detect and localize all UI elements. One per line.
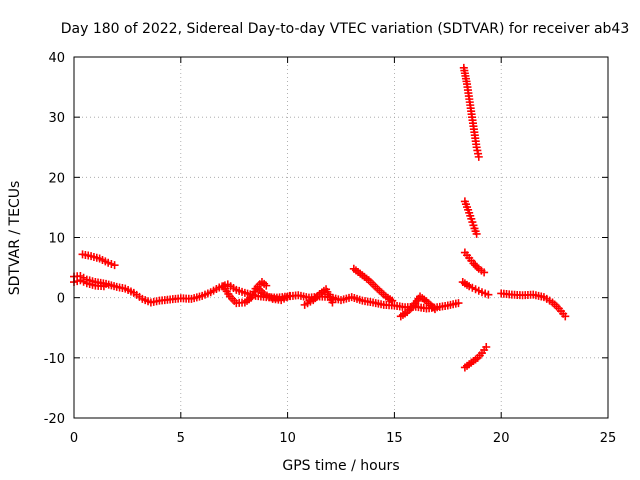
chart-title: Day 180 of 2022, Sidereal Day-to-day VTE… [61,21,630,37]
y-tick-label: 40 [48,51,65,66]
data-point [472,229,481,238]
y-tick-label: -10 [44,352,65,367]
series-arc-15h [396,292,439,321]
series-arc-9h [253,284,294,305]
series-arc-18h-zero [458,278,493,299]
y-tick-label: -20 [44,412,65,427]
data-point [99,282,108,291]
data-point [469,259,478,268]
x-tick-label: 10 [279,431,296,446]
series-arc-late-night-low [70,276,108,291]
x-tick-label: 25 [600,431,617,446]
series-arc-20h-descending [497,289,570,321]
data-point [430,305,439,314]
x-tick-label: 5 [177,431,185,446]
data-point [474,152,483,161]
y-axis-title: SDTVAR / TECUs [7,181,23,296]
data-point [388,296,397,305]
x-axis-title: GPS time / hours [282,458,399,474]
axis-ticks: 0 5 10 15 20 25 -20 -10 0 10 20 30 40 [44,51,617,446]
x-tick-label: 15 [386,431,403,446]
data-points [70,63,570,372]
data-point [262,281,271,290]
y-tick-label: 10 [48,232,65,247]
x-tick-label: 20 [493,431,510,446]
series-arc-18h-negative [460,343,491,372]
x-tick-label: 0 [70,431,78,446]
data-point [285,291,294,300]
y-tick-label: 0 [57,292,65,307]
series-arc-18h-mid [460,197,481,238]
data-point [328,298,337,307]
data-point [454,299,463,308]
grid-lines [74,57,608,418]
series-arc-18h-steep [459,63,483,161]
series-arc-upper-early [78,250,119,270]
y-tick-label: 30 [48,111,65,126]
series-arc-11h [300,285,337,309]
series-arc-18h-upper-small [460,248,489,277]
data-point [471,261,480,270]
data-point [110,261,119,270]
y-tick-label: 20 [48,171,65,186]
data-point [482,343,491,352]
data-point [472,262,481,271]
data-point [480,268,489,277]
series-arc-13h-descending [349,264,397,305]
data-point [561,312,570,321]
data-point [484,290,493,299]
